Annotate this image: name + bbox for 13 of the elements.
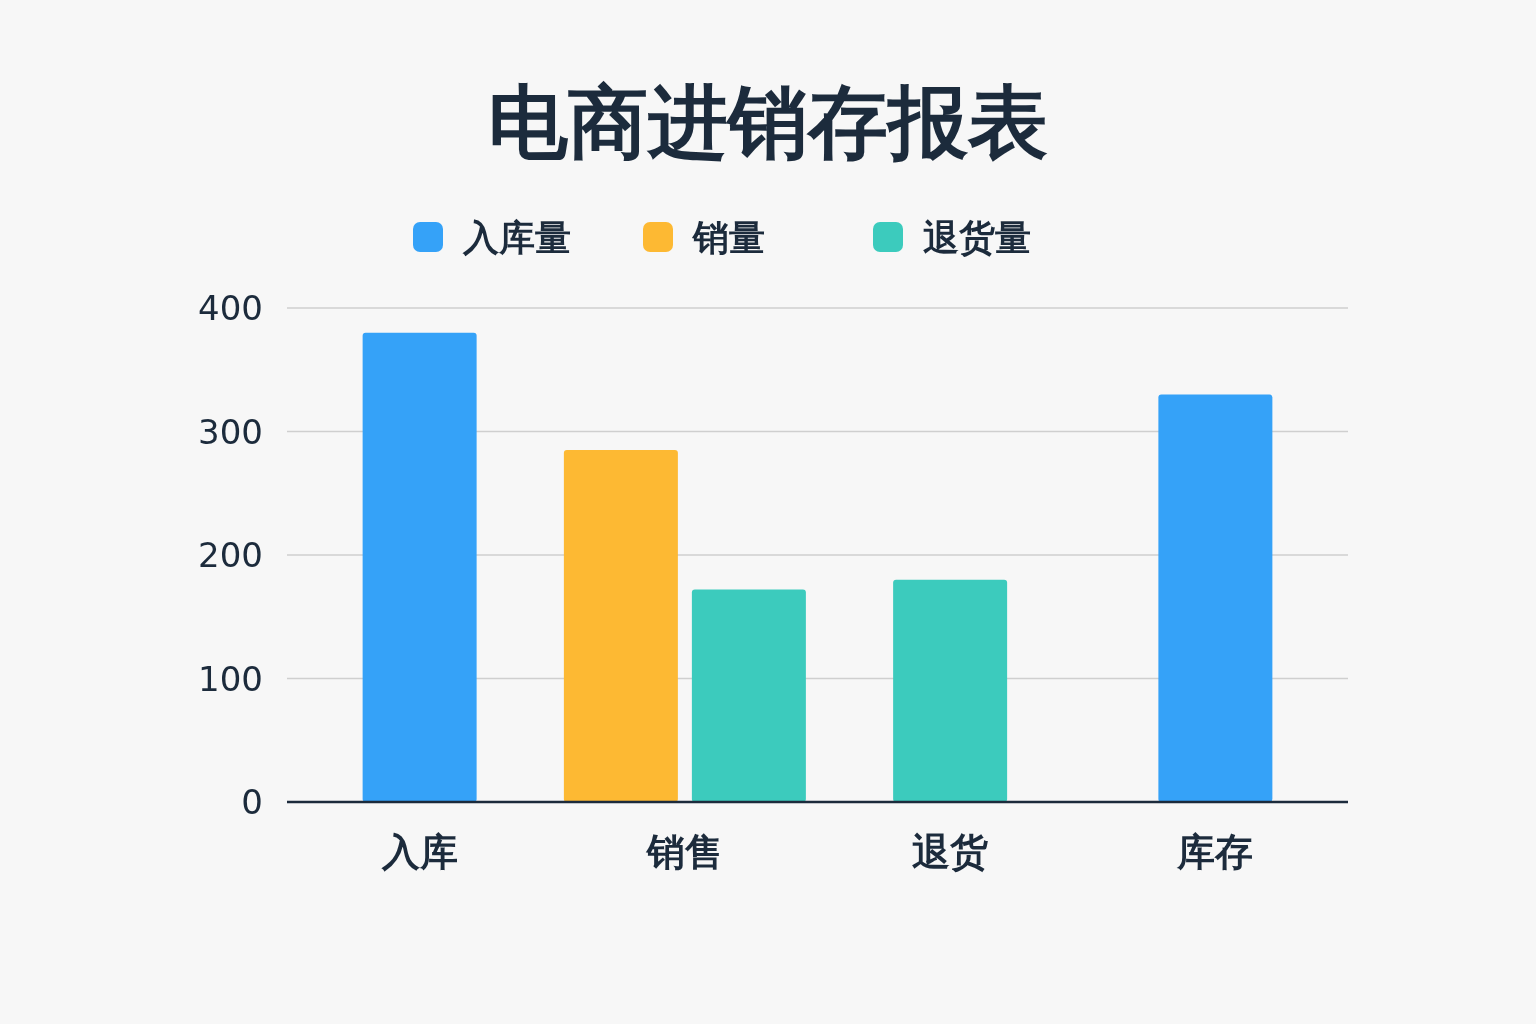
y-tick-label: 300 bbox=[198, 411, 263, 452]
x-tick-label: 销售 bbox=[644, 830, 723, 874]
x-tick-label: 库存 bbox=[1176, 830, 1254, 874]
y-tick-label: 400 bbox=[198, 288, 263, 328]
legend-label: 退货量 bbox=[923, 217, 1031, 258]
y-tick-label: 100 bbox=[198, 658, 263, 699]
x-tick-label: 入库 bbox=[380, 830, 458, 874]
legend-label: 入库量 bbox=[462, 217, 571, 258]
y-tick-label: 200 bbox=[198, 535, 263, 575]
y-tick-label: 0 bbox=[241, 782, 263, 822]
x-tick-label: 退货 bbox=[912, 830, 989, 874]
legend-label: 销量 bbox=[691, 217, 765, 258]
chart-title: 电商进销存报表 bbox=[488, 76, 1048, 169]
